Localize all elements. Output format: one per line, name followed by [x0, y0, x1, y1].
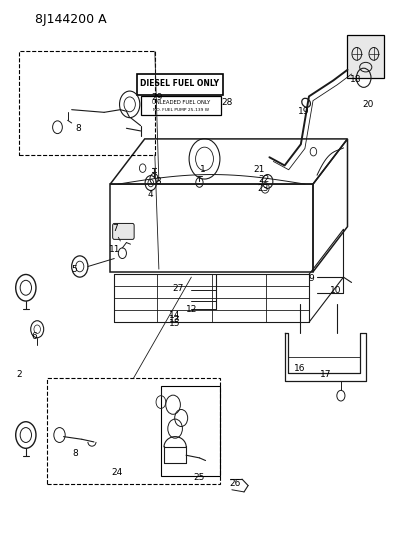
Text: 14: 14: [169, 311, 181, 320]
FancyBboxPatch shape: [113, 223, 134, 239]
Text: NO. FUEL PUMP 25-139 W: NO. FUEL PUMP 25-139 W: [153, 108, 209, 111]
Text: 3: 3: [155, 177, 161, 186]
Bar: [138, 74, 223, 95]
Bar: [348, 35, 384, 78]
Text: 9: 9: [309, 273, 314, 282]
Text: 7: 7: [113, 224, 118, 233]
Bar: [19, 51, 155, 155]
Text: 8: 8: [73, 449, 79, 458]
Text: 13: 13: [169, 315, 181, 324]
Text: UNLEADED FUEL ONLY: UNLEADED FUEL ONLY: [152, 100, 210, 105]
Text: 27: 27: [173, 284, 184, 293]
Text: DIESEL FUEL ONLY: DIESEL FUEL ONLY: [140, 78, 219, 87]
Text: 16: 16: [293, 364, 305, 373]
Bar: [161, 386, 220, 477]
Text: 24: 24: [112, 469, 123, 477]
Text: 11: 11: [109, 245, 120, 254]
Text: 26: 26: [230, 479, 241, 488]
Text: 21: 21: [254, 165, 265, 174]
Text: 10: 10: [330, 286, 341, 295]
Text: 8: 8: [75, 124, 81, 133]
Text: 28: 28: [221, 98, 233, 107]
Text: 17: 17: [320, 370, 332, 379]
Text: 15: 15: [169, 319, 181, 328]
Text: 18: 18: [350, 75, 362, 84]
Text: 25: 25: [194, 473, 205, 481]
Text: 12: 12: [186, 304, 197, 313]
Text: 1: 1: [200, 165, 206, 174]
Text: 5: 5: [72, 265, 77, 273]
Text: 20: 20: [363, 100, 374, 109]
Text: 8J144200 A: 8J144200 A: [35, 13, 107, 26]
Text: 19: 19: [298, 107, 310, 116]
Text: 22: 22: [258, 175, 269, 184]
Bar: [142, 96, 221, 115]
Text: 2: 2: [17, 370, 22, 379]
Text: 29: 29: [151, 93, 162, 102]
Text: 6: 6: [31, 332, 37, 341]
Text: 4: 4: [148, 190, 153, 199]
Bar: [47, 378, 220, 484]
Text: 23: 23: [258, 184, 269, 193]
